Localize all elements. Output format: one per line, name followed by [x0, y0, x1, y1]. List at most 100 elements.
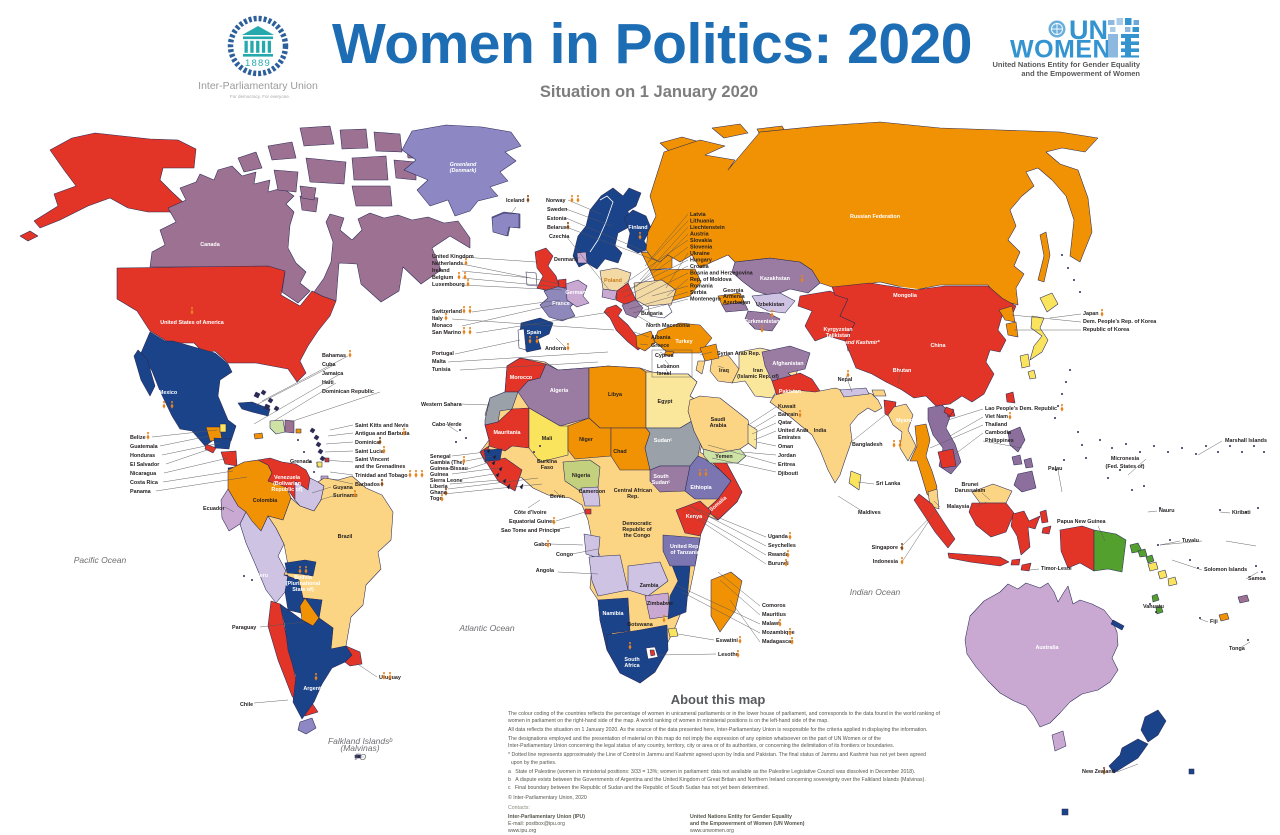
svg-text:Norway: Norway: [546, 198, 565, 204]
svg-text:France: France: [552, 301, 570, 307]
svg-text:United Arab: United Arab: [778, 428, 809, 434]
svg-text:Maldives: Maldives: [858, 510, 881, 516]
svg-text:United Kingdom: United Kingdom: [432, 254, 474, 260]
svg-text:Greenland: Greenland: [450, 162, 477, 168]
svg-text:Congo: Congo: [556, 552, 574, 558]
svg-text:Australia: Australia: [1035, 645, 1059, 651]
svg-text:Sri Lanka: Sri Lanka: [876, 481, 901, 487]
svg-text:Chad: Chad: [613, 449, 626, 455]
svg-text:and the Grenadines: and the Grenadines: [355, 464, 405, 470]
svg-text:(Malvinas): (Malvinas): [340, 743, 379, 753]
svg-text:(Denmark): (Denmark): [450, 168, 477, 174]
svg-text:Armenia: Armenia: [723, 294, 746, 300]
svg-text:Greece: Greece: [651, 343, 669, 349]
svg-text:Honduras: Honduras: [130, 453, 155, 459]
svg-text:Bhutan: Bhutan: [893, 368, 912, 374]
svg-text:Barbados: Barbados: [355, 482, 380, 488]
svg-text:Ethiopia: Ethiopia: [690, 485, 712, 491]
svg-text:Tonga: Tonga: [1229, 646, 1246, 652]
svg-text:Egypt: Egypt: [658, 399, 673, 405]
svg-text:Slovakia: Slovakia: [690, 238, 713, 244]
svg-text:(Plurinational: (Plurinational: [286, 581, 321, 587]
svg-text:Zimbabwe: Zimbabwe: [647, 601, 673, 607]
svg-text:Botswana: Botswana: [627, 622, 653, 628]
svg-text:Chile: Chile: [240, 702, 253, 708]
svg-text:Jamaica: Jamaica: [322, 371, 344, 377]
svg-text:Mexico: Mexico: [159, 390, 178, 396]
svg-text:(Islamic Rep. of): (Islamic Rep. of): [737, 374, 779, 380]
svg-text:North Macedonia: North Macedonia: [646, 323, 691, 329]
svg-text:Poland: Poland: [604, 278, 622, 284]
svg-text:Andorra: Andorra: [545, 346, 567, 352]
svg-text:Falkland Islandsᵇ: Falkland Islandsᵇ: [328, 736, 393, 746]
svg-text:Saudi: Saudi: [711, 417, 726, 423]
svg-text:Lao People’s Dem. Republic: Lao People’s Dem. Republic: [985, 406, 1057, 412]
svg-text:Albania: Albania: [651, 335, 671, 341]
svg-text:Denmark: Denmark: [554, 257, 577, 263]
svg-text:Iceland: Iceland: [506, 198, 525, 204]
svg-text:Timor-Leste: Timor-Leste: [1041, 566, 1072, 572]
svg-text:Mali: Mali: [542, 436, 553, 442]
svg-text:Romania: Romania: [690, 284, 714, 290]
svg-text:Italy: Italy: [432, 316, 443, 322]
svg-text:Comoros: Comoros: [762, 603, 786, 609]
svg-text:United States of America: United States of America: [160, 320, 225, 326]
svg-text:the Congo: the Congo: [624, 533, 651, 539]
svg-text:Venezuela: Venezuela: [274, 475, 301, 481]
svg-text:Iraq: Iraq: [719, 368, 729, 374]
svg-text:Republic of): Republic of): [271, 487, 302, 493]
svg-text:Switzerland: Switzerland: [432, 309, 462, 315]
svg-text:Lesotho: Lesotho: [718, 652, 740, 658]
svg-text:of Tanzania: of Tanzania: [670, 550, 700, 556]
svg-text:El Salvador: El Salvador: [130, 462, 160, 468]
svg-text:Mongolia: Mongolia: [893, 293, 918, 299]
svg-text:Mozambique: Mozambique: [762, 630, 795, 636]
svg-text:Uganda: Uganda: [768, 534, 789, 540]
svg-text:Sao Tome and Principe: Sao Tome and Principe: [501, 528, 560, 534]
svg-text:Yemen: Yemen: [715, 454, 732, 460]
svg-text:Mauritius: Mauritius: [762, 612, 786, 618]
svg-text:Turkmenistan: Turkmenistan: [745, 319, 780, 325]
svg-text:State of): State of): [292, 587, 314, 593]
svg-text:Oman: Oman: [778, 444, 793, 450]
svg-text:Nepal: Nepal: [838, 377, 853, 383]
svg-text:Arabia: Arabia: [710, 423, 728, 429]
svg-text:Philippines: Philippines: [985, 438, 1014, 444]
svg-text:Solomon Islands: Solomon Islands: [1204, 567, 1247, 573]
svg-text:Russian Federation: Russian Federation: [850, 214, 900, 220]
svg-text:New Zealand: New Zealand: [1082, 769, 1115, 775]
svg-text:Marshall Islands: Marshall Islands: [1225, 438, 1267, 444]
svg-text:Singapore: Singapore: [872, 545, 898, 551]
svg-text:Montenegro: Montenegro: [690, 297, 722, 303]
svg-text:Sierra Leone: Sierra Leone: [430, 478, 463, 484]
svg-text:South: South: [653, 474, 668, 480]
svg-text:Bolivia: Bolivia: [294, 575, 313, 581]
svg-text:Burkina: Burkina: [537, 459, 558, 465]
svg-text:Bangladesh: Bangladesh: [852, 442, 883, 448]
svg-text:WOMEN: WOMEN: [1010, 36, 1111, 64]
svg-text:Algeria: Algeria: [550, 388, 569, 394]
svg-text:Viet Nam: Viet Nam: [985, 414, 1008, 420]
svg-text:Kenya: Kenya: [686, 514, 703, 520]
svg-text:Eritrea: Eritrea: [778, 462, 796, 468]
svg-text:Equatorial Guinea: Equatorial Guinea: [509, 519, 556, 525]
svg-text:Luxembourg: Luxembourg: [432, 282, 465, 288]
svg-text:Sudanᶜ: Sudanᶜ: [654, 438, 673, 444]
svg-text:Benin: Benin: [550, 494, 565, 500]
svg-text:Tunisia: Tunisia: [432, 367, 451, 373]
svg-text:Estonia: Estonia: [547, 216, 567, 222]
svg-text:Nigeria: Nigeria: [572, 473, 591, 479]
svg-text:Haiti: Haiti: [322, 380, 334, 386]
svg-text:Gambia (The): Gambia (The): [430, 460, 465, 466]
svg-text:Guatemala: Guatemala: [130, 444, 159, 450]
svg-text:Seychelles: Seychelles: [768, 543, 796, 549]
svg-text:Brunei: Brunei: [961, 482, 979, 488]
svg-text:Malaysia: Malaysia: [947, 504, 970, 510]
svg-text:Samoa: Samoa: [1248, 576, 1267, 582]
svg-text:Bulgaria: Bulgaria: [641, 311, 664, 317]
svg-text:United Rep.: United Rep.: [670, 544, 700, 550]
svg-text:Israel: Israel: [657, 371, 672, 377]
svg-text:Palau: Palau: [1048, 466, 1062, 472]
svg-text:Finland: Finland: [628, 225, 647, 231]
svg-text:Lebanon: Lebanon: [657, 364, 679, 370]
